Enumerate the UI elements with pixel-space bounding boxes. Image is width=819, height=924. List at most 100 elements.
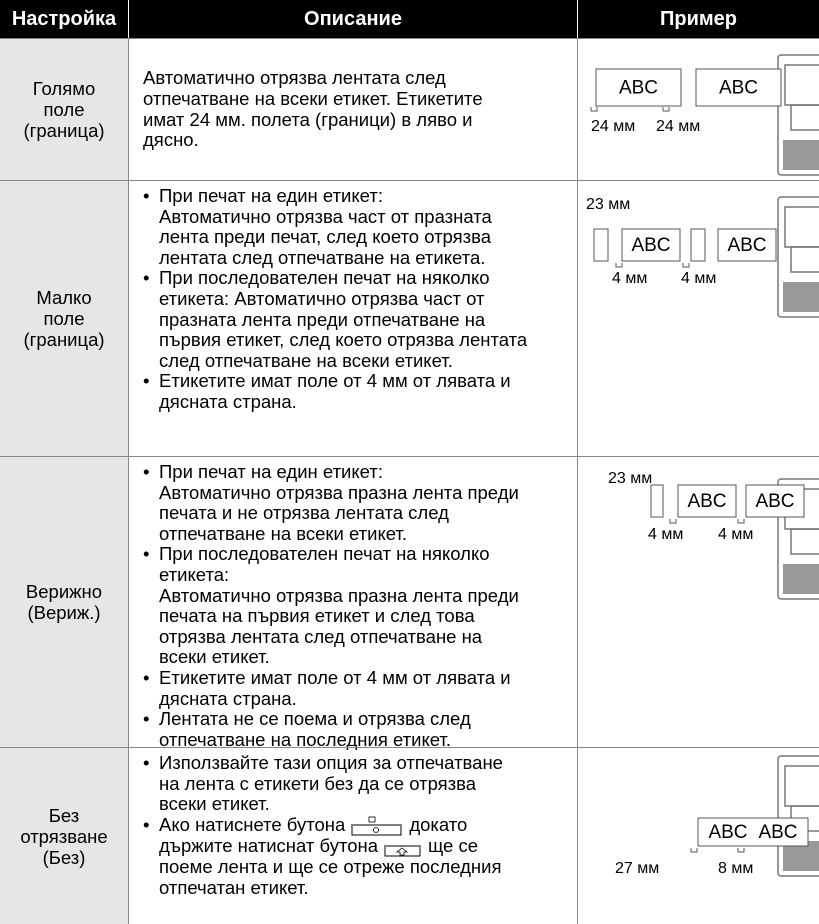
setting-text: (Вериж.) <box>27 602 101 623</box>
description-line: етикета: <box>159 563 230 585</box>
description-line: При печат на един етикет: <box>159 185 383 206</box>
bullet: Използвайте тази опция за отпечатванена … <box>143 752 571 815</box>
example-cell: ABC ABC 24 мм 24 мм <box>577 38 819 180</box>
key-outline <box>384 847 421 857</box>
key-outline <box>351 825 402 836</box>
key-symbol <box>395 847 409 856</box>
bullet: Лентата не се поема и отрязва следотпеча… <box>143 709 571 750</box>
setting-text: Без <box>48 804 80 826</box>
description-line: Ако натиснете бутона докато <box>159 813 571 836</box>
margin-mark <box>669 519 677 524</box>
description-line: държите натиснат бутона ще се <box>159 834 571 857</box>
bullet: При печат на един етикет:Автоматично отр… <box>143 461 571 544</box>
description-line: отпечатване на последния етикет. <box>159 728 451 750</box>
example-cell: 23 мм ABC ABC 4 мм 4 мм <box>577 456 819 747</box>
description-line: отпечатан етикет. <box>159 876 309 898</box>
description-cell: При печат на един етикет:Автоматично отр… <box>128 456 577 750</box>
column-header: Пример <box>578 0 819 38</box>
bullet: Етикетите имат поле от 4 мм от лявата ид… <box>143 371 571 412</box>
description-line: лентата след отпечатване на етикета. <box>159 246 486 268</box>
description-line: след отпечатване на всеки етикет. <box>159 349 453 371</box>
margin-mark <box>615 263 623 268</box>
description-line: Автоматично отрязва част от празната <box>159 205 492 227</box>
margin-mark <box>737 848 745 853</box>
margin-mark <box>662 107 670 112</box>
description-line: имат 24 мм. полета (граници) в ляво и <box>143 108 473 130</box>
description-text: държите натиснат бутона <box>159 834 379 856</box>
setting-text: (граница) <box>23 120 105 141</box>
example-label: 23 мм <box>608 470 652 487</box>
description-line: дясно. <box>143 129 199 151</box>
example-label: 8 мм <box>718 860 753 877</box>
example-label: 24 мм <box>591 118 635 135</box>
description-text: Ако натиснете бутона <box>159 813 346 835</box>
description-line: Автоматично отрязва празна лента преди <box>159 584 519 606</box>
label-box <box>717 228 777 262</box>
setting-cell: Голямо поле (граница) <box>0 38 128 180</box>
description-line: При последователен печат на няколко <box>159 267 490 289</box>
key-symbol <box>373 826 380 833</box>
bullet: При последователен печат на няколкоетике… <box>143 268 571 371</box>
example-label: ABC <box>755 491 794 512</box>
margin-mark <box>737 519 745 524</box>
blank-label <box>690 228 706 262</box>
example-label: ABC <box>719 78 758 99</box>
description-line: на лента с етикети без да се отрязва <box>159 772 477 794</box>
description-text: докато <box>409 813 468 835</box>
description-line: поеме лента и ще се отреже последния <box>159 856 502 877</box>
description-cell: Автоматично отрязва лентата след отпечатв… <box>128 38 577 180</box>
example-illustration: 23 мм ABC ABC 4 мм 4 мм <box>586 196 819 318</box>
example-illustration: ABC ABC 24 мм 24 мм <box>590 54 819 176</box>
setting-text: Голямо <box>32 78 96 99</box>
label-box <box>677 484 737 518</box>
setting-text: поле <box>43 308 85 329</box>
description-cell: При печат на един етикет:Автоматично отр… <box>128 180 577 456</box>
setting-text: Малко <box>36 287 92 308</box>
label-box <box>595 68 682 107</box>
description-line: етикета: Автоматично отрязва част от <box>159 287 485 309</box>
setting-text: Верижно <box>25 581 103 602</box>
bullet: При печат на един етикет:Автоматично отр… <box>143 185 571 268</box>
example-illustration: ABC ABC 27 мм 8 мм <box>615 755 819 877</box>
description-line: При печат на един етикет: <box>159 461 383 482</box>
description-line: Използвайте тази опция за отпечатване <box>159 752 503 773</box>
description-line: печата на първия етикет и след това <box>159 605 475 627</box>
setting-text: отрязване <box>20 825 108 847</box>
description-line: дясната страна. <box>159 687 297 709</box>
setting-cell: Верижно (Вериж.) <box>0 456 128 747</box>
example-label: ABC <box>727 235 766 256</box>
key-icon <box>384 845 422 857</box>
description-line: Етикетите имат поле от 4 мм от лявата и <box>159 666 511 688</box>
example-cell: 23 мм ABC ABC 4 мм 4 мм <box>577 180 819 456</box>
example-label: 27 мм <box>615 860 659 877</box>
description-line: При последователен печат на няколко <box>159 543 490 565</box>
description-line: отпечатване на всеки етикет. Етикетите <box>143 87 483 109</box>
blank-label <box>650 484 664 518</box>
description-line: празната лента преди отпечатване на <box>159 308 486 330</box>
setting-text: поле <box>43 99 85 120</box>
setting-text: (граница) <box>23 329 105 350</box>
setting-cell: Малко поле (граница) <box>0 180 128 456</box>
printer-screen <box>790 528 819 555</box>
description-line: Етикетите имат поле от 4 мм от лявата и <box>159 370 511 392</box>
printer-screen <box>790 246 819 273</box>
margin-mark <box>682 263 690 268</box>
description-line: Автоматично отрязва празна лента преди <box>159 481 519 503</box>
bullet: При последователен печат на няколкоетике… <box>143 544 571 668</box>
margin-mark <box>690 848 698 853</box>
column-header: Описание <box>129 0 577 38</box>
bullet: Етикетите имат поле от 4 мм от лявата ид… <box>143 666 571 709</box>
blank-label <box>593 228 609 262</box>
description-line: отрязва лентата след отпечатване на <box>159 625 483 647</box>
printer-screen <box>790 104 819 131</box>
example-label: 4 мм <box>681 270 716 287</box>
setting-text: (Без) <box>42 846 86 868</box>
margin-mark <box>590 107 598 112</box>
example-label: ABC <box>631 235 670 256</box>
description-line: всеки етикет. <box>159 646 270 668</box>
description-line: дясната страна. <box>159 390 297 412</box>
example-label: ABC <box>708 822 747 843</box>
description-line: Лентата не се поема и отрязва след <box>159 708 471 730</box>
